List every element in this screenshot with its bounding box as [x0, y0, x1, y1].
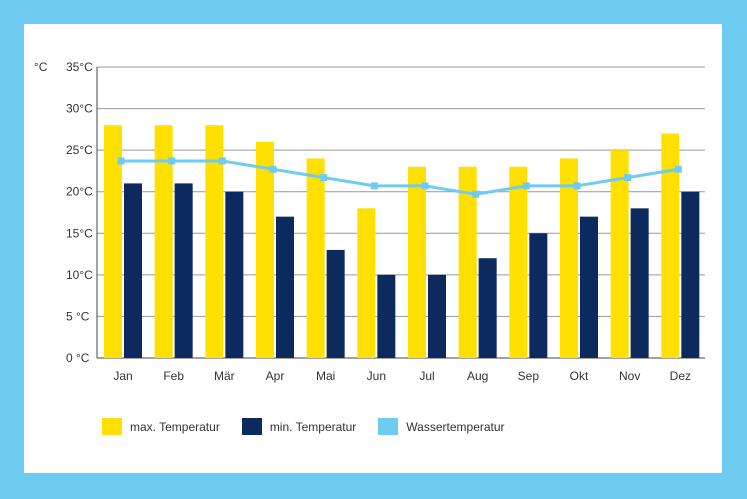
- legend-label-max: max. Temperatur: [130, 419, 220, 434]
- bar-min-Aug: [478, 258, 497, 358]
- water-line-path: [121, 159, 679, 196]
- y-tick-labels: 0 °C 5 °C 10°C 15°C 20°C 25°C 30°C 35°C: [66, 60, 93, 365]
- bar-max-Apr: [256, 141, 274, 358]
- legend: max. Temperatur min. Temperatur Wasserte…: [102, 418, 527, 435]
- bar-min-Feb: [174, 183, 193, 358]
- water-point-Nov: [624, 174, 632, 182]
- x-tick-label: Aug: [467, 369, 488, 383]
- temperature-chart: °C 0 °C 5 °C 10°C 15°C 20°C 25°C 30°C 35°C Jan F…: [34, 60, 705, 383]
- water-point-Mär: [218, 157, 226, 165]
- water-point-Aug: [472, 190, 480, 198]
- y-tick-label: 0 °C: [66, 351, 90, 365]
- bar-min-Jan: [124, 183, 142, 358]
- legend-swatch-min: [241, 418, 262, 435]
- bar-max-Aug: [458, 166, 477, 358]
- legend-swatch-max: [102, 418, 122, 435]
- water-point-Jan: [117, 157, 125, 165]
- water-point-Jun: [370, 182, 378, 190]
- water-temperature-line: [117, 157, 682, 198]
- bar-min-Mai: [326, 249, 345, 358]
- bar-max-Sep: [509, 166, 528, 358]
- y-tick-label: 10°C: [66, 268, 93, 282]
- bar-min-Nov: [630, 208, 649, 358]
- legend-item-water: Wassertemperatur: [378, 418, 505, 435]
- grid-lines: [96, 66, 705, 359]
- bar-max-Mär: [205, 125, 224, 358]
- bar-max-Nov: [610, 150, 629, 358]
- water-point-Okt: [573, 182, 581, 190]
- x-tick-label: Nov: [619, 369, 640, 383]
- water-point-Mai: [320, 174, 328, 182]
- bar-max-Jun: [357, 208, 376, 358]
- bar-min-Mär: [225, 191, 244, 358]
- y-tick-label: 5 °C: [66, 309, 90, 323]
- x-tick-label: Mai: [316, 369, 335, 383]
- x-tick-label: Okt: [570, 369, 589, 383]
- legend-label-water: Wassertemperatur: [406, 419, 505, 434]
- bar-max-Jan: [104, 125, 122, 358]
- bar-max-Jul: [408, 166, 426, 358]
- x-tick-label: Sep: [518, 369, 540, 383]
- bar-min-Jul: [428, 274, 446, 358]
- water-point-Sep: [522, 182, 530, 190]
- bar-max-Mai: [306, 158, 325, 358]
- bar-max-Okt: [560, 158, 578, 358]
- y-tick-label: 15°C: [66, 226, 93, 240]
- legend-label-min: min. Temperatur: [269, 419, 357, 434]
- y-tick-label: 35°C: [66, 60, 93, 74]
- water-point-Jul: [421, 182, 429, 190]
- legend-item-max: max. Temperatur: [102, 418, 220, 435]
- bar-max-Dez: [661, 133, 680, 358]
- bar-min-Apr: [276, 216, 294, 358]
- chart-card: °C 0 °C 5 °C 10°C 15°C 20°C 25°C 30°C 35°C Jan F…: [24, 24, 722, 473]
- bar-min-Dez: [681, 191, 700, 358]
- y-tick-label: 20°C: [66, 185, 93, 199]
- y-tick-label: 30°C: [66, 102, 93, 116]
- x-tick-label: Jul: [419, 369, 434, 383]
- x-tick-label: Jun: [367, 369, 386, 383]
- water-point-Apr: [269, 165, 277, 173]
- x-tick-label: Apr: [266, 369, 285, 383]
- bar-max-Feb: [154, 125, 173, 358]
- water-point-Feb: [168, 157, 176, 165]
- x-tick-labels: Jan Feb Mär Apr Mai Jun Jul Aug Sep Okt Nov Dez: [113, 369, 691, 383]
- bar-min-Sep: [529, 233, 548, 358]
- x-tick-label: Dez: [670, 369, 691, 383]
- bar-min-Okt: [580, 216, 598, 358]
- x-tick-label: Mär: [214, 369, 235, 383]
- y-tick-label: 25°C: [66, 143, 93, 157]
- bars: [104, 125, 700, 358]
- y-unit-label: °C: [34, 60, 48, 74]
- x-tick-label: Jan: [113, 369, 132, 383]
- legend-item-min: min. Temperatur: [241, 418, 357, 435]
- legend-swatch-water: [378, 418, 399, 435]
- bar-min-Jun: [377, 274, 396, 358]
- water-point-Dez: [674, 165, 682, 173]
- x-tick-label: Feb: [163, 369, 184, 383]
